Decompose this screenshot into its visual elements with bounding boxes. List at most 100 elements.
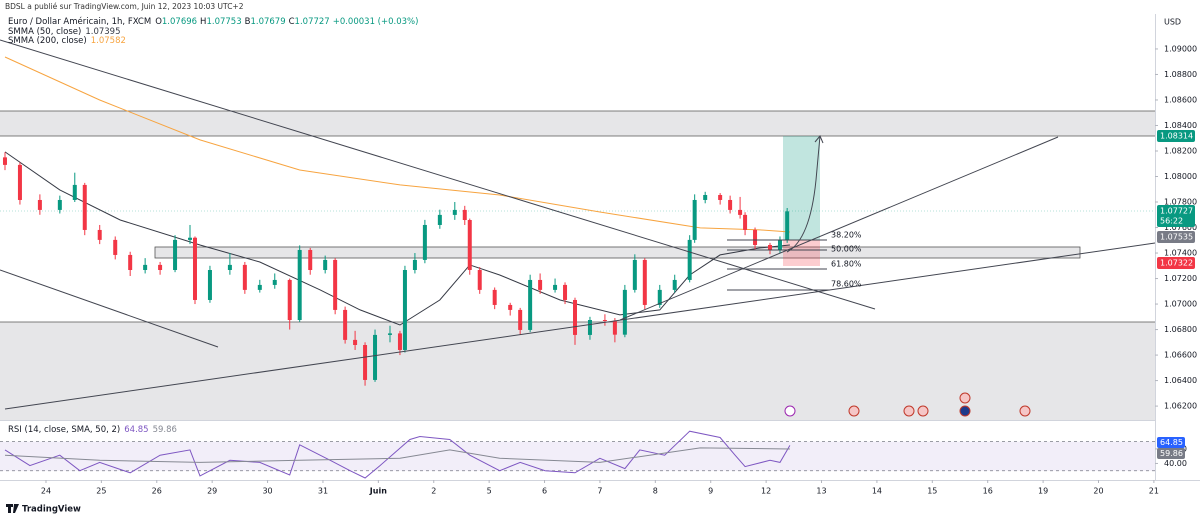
candle-body: [173, 239, 178, 270]
y-tick-label: 1.07400: [1164, 249, 1197, 258]
candle-body: [257, 284, 262, 290]
candle-body: [587, 319, 592, 335]
target-price: 1.08314: [1160, 132, 1193, 141]
price-tag: [1157, 231, 1195, 243]
candle-body: [743, 214, 748, 230]
header-bar: [0, 0, 1200, 14]
candle-body: [508, 304, 513, 310]
ohlc-value: 1.07679: [250, 17, 285, 27]
x-tick-label: 2: [431, 487, 436, 496]
candle-body: [467, 219, 472, 270]
mid-zone: [154, 246, 1081, 259]
series-line: [4, 430, 791, 479]
sma-legend: SMMA (200, close) 1.07582: [8, 36, 126, 46]
x-tick-label: 24: [41, 487, 51, 496]
y-tick-label: 1.06600: [1164, 351, 1197, 360]
x-tick-label: 7: [597, 487, 602, 496]
rsi-last: 64.85: [1160, 438, 1183, 447]
candle-body: [602, 319, 607, 321]
ohlc-key: C: [289, 17, 295, 27]
candle-body: [563, 284, 568, 300]
x-tick-label: 29: [207, 487, 217, 496]
fib-label: 61.80%: [831, 260, 862, 269]
event-icon: [903, 405, 915, 417]
trend-lines: [0, 39, 1156, 410]
ohlc-key: H: [200, 17, 206, 27]
event-icon: [959, 405, 971, 417]
candle-body: [692, 199, 697, 240]
event-icon: [784, 405, 796, 417]
fib-label: 50.00%: [831, 245, 862, 254]
currency: USD: [1164, 18, 1181, 27]
ohlc-value: 1.07753: [206, 17, 241, 27]
candle-body: [397, 333, 402, 350]
candle-body: [642, 259, 647, 305]
event-icon: [848, 405, 860, 417]
candle-body: [207, 269, 212, 300]
candle-body: [308, 249, 313, 270]
price-tag: [1157, 130, 1195, 142]
candle-body: [718, 194, 723, 200]
fib-label: 38.20%: [831, 231, 862, 240]
candle-body: [462, 209, 467, 220]
y-tick-label: 1.07200: [1164, 274, 1197, 283]
series-last: 64.85: [124, 425, 148, 435]
entry-price: 1.07535: [1160, 233, 1193, 242]
candle-body: [728, 199, 733, 210]
rsi-title: RSI (14, close, SMA, 50, 2): [8, 425, 120, 435]
y-tick-label: 1.08800: [1164, 70, 1197, 79]
candle-body: [2, 157, 7, 165]
event-icon: [917, 405, 929, 417]
candle-body: [657, 289, 662, 305]
candle-body: [612, 320, 617, 335]
y-tick-label: 1.09000: [1164, 44, 1197, 53]
candle-body: [37, 199, 42, 210]
rsi-tag: [1157, 437, 1185, 448]
rsi-legend: RSI (14, close, SMA, 50, 2) 64.85 59.86: [8, 425, 177, 435]
candle-body: [297, 249, 302, 320]
candle-body: [97, 229, 102, 240]
x-tick-label: 19: [1038, 487, 1048, 496]
trend-line: [4, 242, 1156, 410]
rsi-sma-last: 59.86: [1160, 449, 1183, 458]
rsi-band: [0, 441, 1155, 471]
candle-body: [402, 269, 407, 350]
fib-label: 78.60%: [831, 280, 862, 289]
plot: [0, 56, 1155, 479]
arrow-head: [814, 135, 824, 144]
series-line: [4, 447, 790, 463]
y-tick-label: 1.07000: [1164, 300, 1197, 309]
x-tick-label: 13: [816, 487, 826, 496]
x-tick-label: 8: [653, 487, 658, 496]
series-name: SMMA (200, close): [8, 36, 87, 46]
y-tick-label: 1.06800: [1164, 325, 1197, 334]
candle-body: [452, 209, 457, 215]
candle-body: [553, 284, 558, 290]
x-tick-label: 20: [1093, 487, 1103, 496]
candle-body: [192, 237, 197, 300]
event-icon: [959, 392, 971, 404]
candle-body: [672, 279, 677, 290]
y-tick-label: 1.07800: [1164, 198, 1197, 207]
y-tick-label: 1.06200: [1164, 402, 1197, 411]
candle-body: [538, 279, 543, 290]
support-zone: [0, 322, 1155, 420]
candle-body: [353, 339, 358, 345]
candle-body: [72, 184, 77, 200]
publisher: BDSL a publié sur TradingView.com, Juin …: [5, 2, 244, 11]
candle-body: [412, 259, 417, 270]
candle-body: [143, 264, 148, 270]
x-tick-label: 12: [761, 487, 771, 496]
candle-body: [363, 344, 368, 380]
candle-body: [343, 309, 348, 340]
y-tick-label: 1.08200: [1164, 146, 1197, 155]
price-tag: [1157, 257, 1195, 269]
axes: 24 25 26 29 30 31 Juin 2 5 6 7 8 9 12 13 14 15 16 19 20 211.…: [41, 44, 1197, 495]
change: +0.00031 (+0.03%): [333, 17, 419, 27]
candle-body: [477, 269, 482, 290]
candle-body: [422, 224, 427, 260]
x-tick-label: 25: [96, 487, 106, 496]
candle-body: [287, 279, 292, 320]
